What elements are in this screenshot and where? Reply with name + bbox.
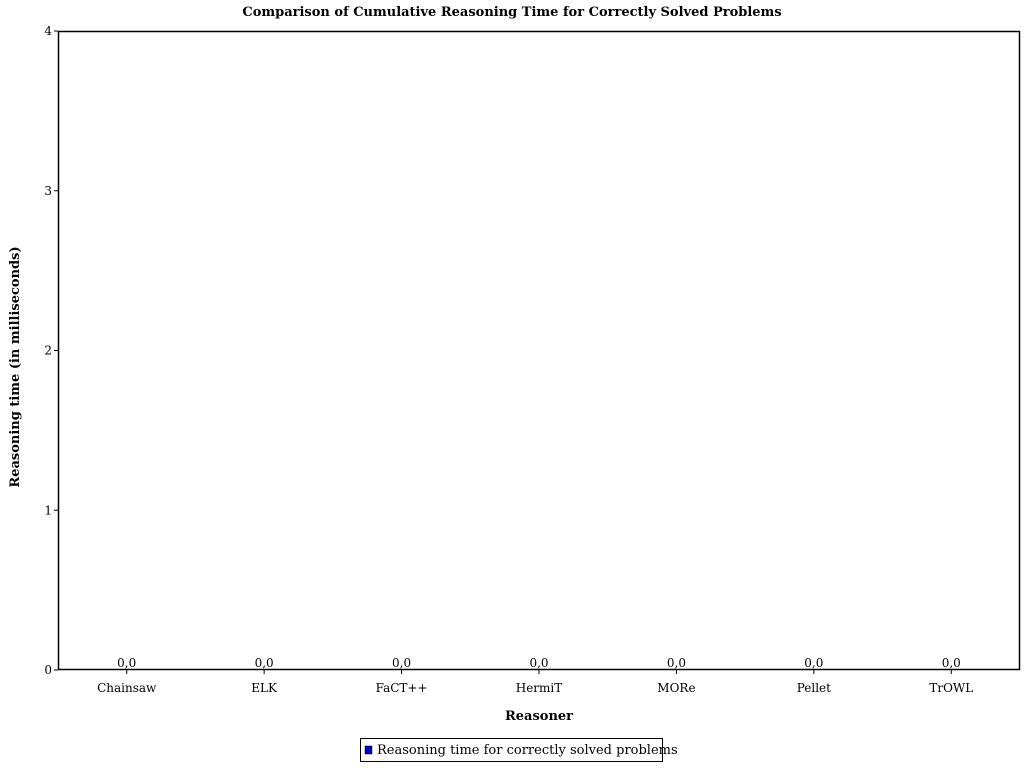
data-label: 0,0 [529, 656, 548, 670]
data-label: 0,0 [117, 656, 136, 670]
x-tick-label: HermiT [516, 681, 563, 695]
y-tick-label: 1 [44, 503, 52, 517]
x-tick-label: ELK [251, 681, 278, 695]
chart-title: Comparison of Cumulative Reasoning Time … [242, 5, 781, 20]
x-axis-label: Reasoner [505, 709, 573, 724]
x-tick-label: FaCT++ [376, 681, 428, 695]
data-label: 0,0 [255, 656, 274, 670]
data-label: 0,0 [392, 656, 411, 670]
plot-area: 0 1 2 3 4 Chainsaw 0,0 ELK 0,0 FaCT++ 0,0 HermiT 0,0… [44, 24, 1021, 695]
y-tick-label: 3 [44, 184, 52, 198]
y-tick-label: 2 [44, 344, 52, 358]
plot-frame [57, 30, 1021, 671]
x-tick-label: TrOWL [929, 681, 973, 695]
x-tick-label: Pellet [797, 681, 831, 695]
y-axis-label: Reasoning time (in milliseconds) [8, 246, 23, 487]
data-label: 0,0 [942, 656, 961, 670]
legend-label: Reasoning time for correctly solved prob… [377, 743, 678, 758]
data-label: 0,0 [667, 656, 686, 670]
legend: Reasoning time for correctly solved prob… [360, 738, 678, 762]
x-tick-label: Chainsaw [97, 681, 157, 695]
legend-swatch [364, 745, 373, 755]
y-tick-label: 0 [44, 663, 52, 677]
legend-box [360, 738, 663, 762]
y-tick-label: 4 [44, 24, 52, 38]
data-label: 0,0 [804, 656, 823, 670]
x-tick-label: MORe [657, 681, 695, 695]
